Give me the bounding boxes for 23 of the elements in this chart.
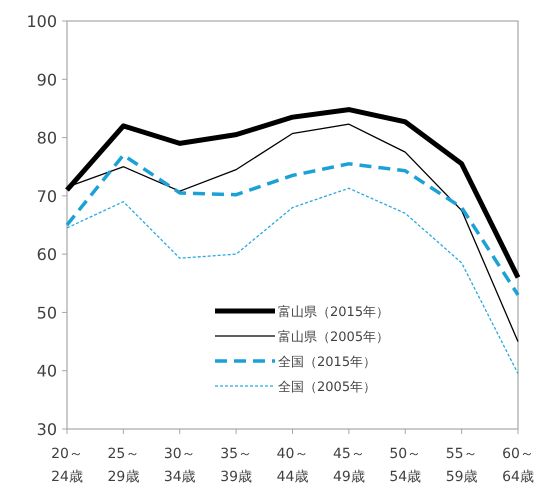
x-tick-label: 55～ 59歳 (446, 446, 478, 485)
y-tick-label: 30 (36, 420, 57, 439)
y-tick-label: 60 (36, 245, 57, 264)
y-tick-label: 40 (36, 362, 57, 381)
y-tick-label: 50 (36, 303, 57, 322)
line-series (65, 153, 520, 297)
x-tick-label: 40～ 44歳 (276, 446, 308, 485)
x-tick-label: 20～ 24歳 (51, 446, 83, 485)
x-tick-label: 25～ 29歳 (107, 446, 140, 485)
x-tick-label: 35～ 39歳 (220, 446, 252, 485)
legend-label: 富山県（2005年） (278, 329, 390, 345)
legend-label: 富山県（2015年） (278, 304, 390, 320)
x-tick-label: 45～ 49歳 (332, 446, 365, 485)
y-tick-label: 70 (36, 186, 57, 206)
x-tick-label: 60～ 64歳 (502, 446, 534, 485)
y-tick-label: 90 (36, 70, 57, 90)
legend-label: 全国（2015年） (278, 355, 376, 370)
y-tick-label: 100 (26, 12, 57, 31)
line-series (66, 188, 519, 374)
x-tick-label: 50～ 54歳 (389, 446, 422, 485)
x-tick-label: 30～ 34歳 (164, 446, 196, 485)
legend-label: 全国（2005年） (278, 380, 376, 395)
y-tick-label: 80 (36, 128, 57, 148)
